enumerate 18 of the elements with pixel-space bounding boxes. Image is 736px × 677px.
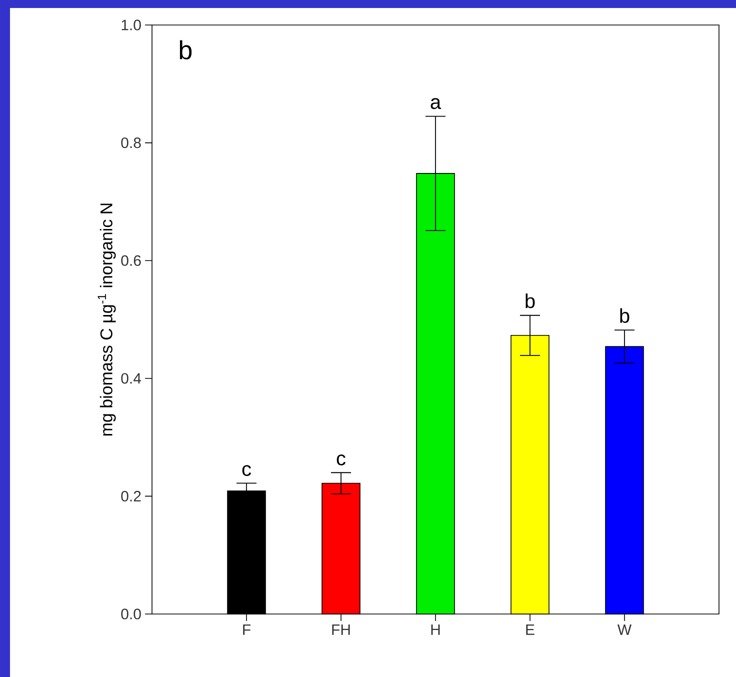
y-axis-title: mg biomass C µg$^{-1}$ inorganic N	[98, 204, 116, 436]
y-tick-label: 0.0	[121, 608, 141, 620]
x-tick-label: H	[431, 624, 440, 635]
x-tick-label: E	[526, 624, 534, 635]
x-tick-label: F	[243, 624, 250, 635]
y-tick-label: 0.6	[121, 255, 141, 266]
annotation: b	[526, 293, 535, 308]
y-tick-label: 0.2	[121, 490, 141, 502]
y-tick-label: 0.8	[121, 137, 141, 148]
y-tick-label: 0.4	[121, 373, 142, 384]
annotation: b	[180, 40, 192, 60]
y-tick-label: 1.0	[122, 20, 141, 30]
annotation: a	[430, 98, 442, 110]
annotation: c	[336, 454, 346, 466]
annotation: b	[620, 308, 630, 323]
x-tick-label: W	[617, 624, 632, 635]
x-tick-label: FH	[332, 624, 350, 635]
annotation: c	[242, 465, 251, 476]
